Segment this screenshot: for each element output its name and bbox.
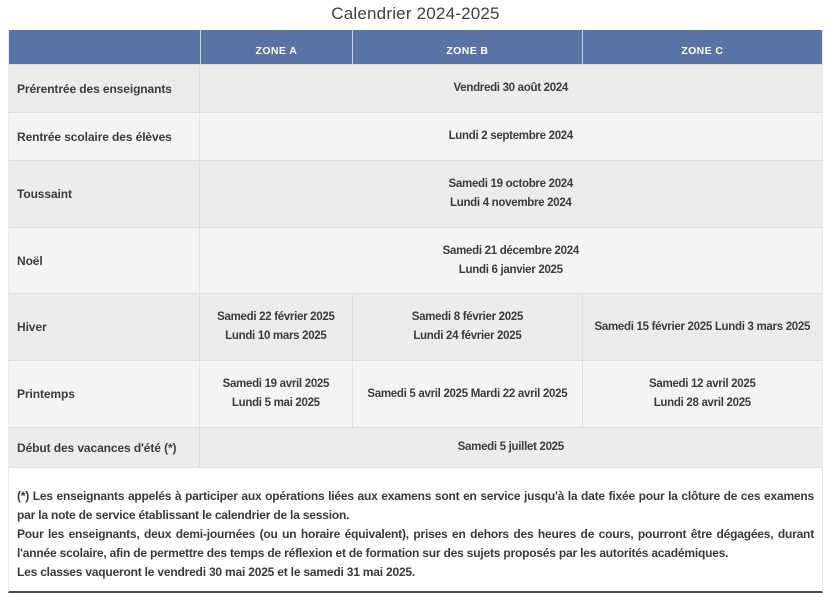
row-label: Début des vacances d'été (*) xyxy=(9,428,200,467)
date-line: Lundi 10 mars 2025 xyxy=(225,330,327,342)
date-line: Lundi 6 janvier 2025 xyxy=(458,263,563,276)
date-line: Samedi 21 décembre 2024 xyxy=(442,244,580,257)
zone-a-date-cell: Samedi 19 avril 2025 Lundi 5 mai 2025 xyxy=(200,361,353,427)
zone-c-date-cell: Samedi 12 avril 2025 Lundi 28 avril 2025 xyxy=(581,361,822,427)
date-line: Samedi 19 octobre 2024 xyxy=(448,178,574,190)
row-label: Toussaint xyxy=(9,161,200,227)
merged-date-cell: Samedi 19 octobre 2024 Lundi 4 novembre … xyxy=(200,161,822,227)
zone-a-date-cell: Samedi 22 février 2025 Lundi 10 mars 202… xyxy=(200,294,353,360)
table-row-printemps: Printemps Samedi 19 avril 2025 Lundi 5 m… xyxy=(9,360,822,427)
zone-c-date-cell: Samedi 15 février 2025 Lundi 3 mars 2025 xyxy=(581,294,822,360)
calendar-table: ZONE A ZONE B ZONE C Prérentrée des ense… xyxy=(8,30,823,593)
merged-date-cell: Samedi 5 juillet 2025 xyxy=(200,428,822,467)
header-zone-c: ZONE C xyxy=(581,30,822,64)
zone-b-date-cell: Samedi 8 février 2025 Lundi 24 février 2… xyxy=(352,294,581,360)
date-line: Samedi 19 avril 2025 xyxy=(222,378,330,390)
merged-date-cell: Lundi 2 septembre 2024 xyxy=(200,113,822,160)
table-row-hiver: Hiver Samedi 22 février 2025 Lundi 10 ma… xyxy=(9,293,822,360)
merged-date-cell: Samedi 21 décembre 2024 Lundi 6 janvier … xyxy=(200,228,822,293)
date-line: Samedi 22 février 2025 xyxy=(217,311,335,323)
table-header-row: ZONE A ZONE B ZONE C xyxy=(9,30,822,64)
page-title: Calendrier 2024-2025 xyxy=(331,4,500,23)
date-line: Samedi 12 avril 2025 xyxy=(649,378,756,390)
table-row-noel: Noël Samedi 21 décembre 2024 Lundi 6 jan… xyxy=(9,227,822,293)
footnote-area: (*) Les enseignants appelés à participer… xyxy=(9,467,822,591)
footnote-classes-vaqueront: Les classes vaqueront le vendredi 30 mai… xyxy=(17,565,416,579)
row-label: Printemps xyxy=(9,361,200,427)
header-zone-b: ZONE B xyxy=(352,30,581,64)
date-line: Samedi 15 février 2025 Lundi 3 mars 2025 xyxy=(594,320,811,333)
row-label: Rentrée scolaire des élèves xyxy=(9,113,200,160)
footnote-demi-journees: Pour les enseignants, deux demi-journées… xyxy=(17,527,814,560)
date-line: Lundi 5 mai 2025 xyxy=(231,397,320,409)
date-line: Lundi 4 novembre 2024 xyxy=(450,197,572,209)
date-line: Samedi 8 février 2025 xyxy=(411,311,524,323)
merged-date-cell: Vendredi 30 août 2024 xyxy=(200,65,822,112)
table-row-prerentree: Prérentrée des enseignants Vendredi 30 a… xyxy=(9,64,822,112)
footnote-exams: (*) Les enseignants appelés à participer… xyxy=(17,489,814,522)
table-row-rentree: Rentrée scolaire des élèves Lundi 2 sept… xyxy=(9,112,822,160)
zone-b-date-cell: Samedi 5 avril 2025 Mardi 22 avril 2025 xyxy=(352,361,581,427)
date-line: Lundi 2 septembre 2024 xyxy=(448,130,574,142)
header-zone-a: ZONE A xyxy=(199,30,353,64)
date-line: Samedi 5 avril 2025 Mardi 22 avril 2025 xyxy=(367,387,568,400)
row-label: Hiver xyxy=(9,294,200,360)
row-label: Prérentrée des enseignants xyxy=(9,65,200,112)
date-line: Lundi 24 février 2025 xyxy=(413,330,522,342)
corner-header-cell xyxy=(9,30,200,64)
date-line: Samedi 5 juillet 2025 xyxy=(457,441,565,453)
table-row-toussaint: Toussaint Samedi 19 octobre 2024 Lundi 4… xyxy=(9,160,822,227)
table-row-vacances-ete: Début des vacances d'été (*) Samedi 5 ju… xyxy=(9,427,822,467)
date-line: Vendredi 30 août 2024 xyxy=(453,82,569,94)
date-line: Lundi 28 avril 2025 xyxy=(653,397,752,409)
row-label: Noël xyxy=(9,228,200,293)
